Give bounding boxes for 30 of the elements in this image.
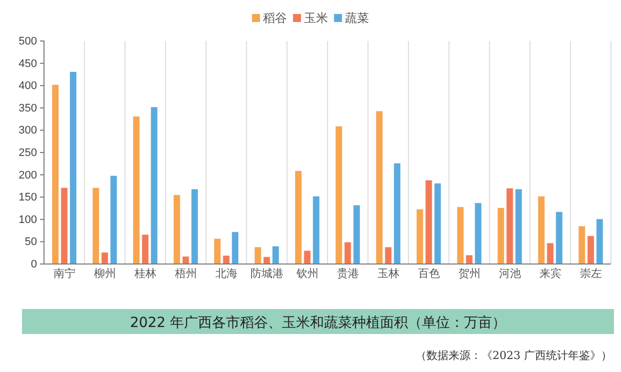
x-tick-label: 南宁: [53, 266, 76, 280]
x-tick-label: 玉林: [377, 266, 400, 280]
legend-label: 玉米: [304, 11, 328, 25]
y-tick-label: 450: [18, 58, 37, 70]
x-tick-label: 北海: [215, 266, 238, 280]
y-tick-label: 200: [18, 169, 37, 182]
x-tick-label: 柳州: [94, 266, 116, 280]
x-tick-label: 百色: [418, 268, 440, 280]
y-tick-label: 350: [18, 102, 37, 114]
x-tick-label: 防城港: [250, 266, 284, 280]
x-tick-label: 崇左: [580, 266, 602, 280]
y-tick-label: 500: [18, 36, 37, 48]
y-tick-label: 400: [18, 80, 37, 92]
y-tick-label: 300: [18, 124, 37, 137]
x-tick-label: 贵港: [336, 266, 359, 280]
y-tick-label: 0: [30, 258, 37, 271]
x-tick-label: 河池: [498, 266, 521, 280]
y-tick-label: 150: [18, 192, 37, 204]
x-tick-label: 贺州: [458, 266, 480, 280]
x-tick-label: 钦州: [295, 266, 318, 280]
legend-label: 蔬菜: [345, 11, 369, 25]
text: （数据来源：《2023 广西统计年鉴》）: [416, 349, 612, 362]
x-tick-label: 来宾: [539, 266, 562, 280]
legend-label: 稻谷: [263, 11, 287, 25]
x-tick-label: 梧州: [174, 266, 197, 280]
y-tick-label: 250: [18, 147, 37, 160]
y-tick-label: 50: [24, 236, 37, 248]
text: 2022 年广西各市稻谷、玉米和蔬菜种植面积（单位：万亩）: [130, 315, 506, 331]
y-tick-label: 100: [18, 214, 37, 226]
x-tick-label: 桂林: [133, 266, 156, 280]
